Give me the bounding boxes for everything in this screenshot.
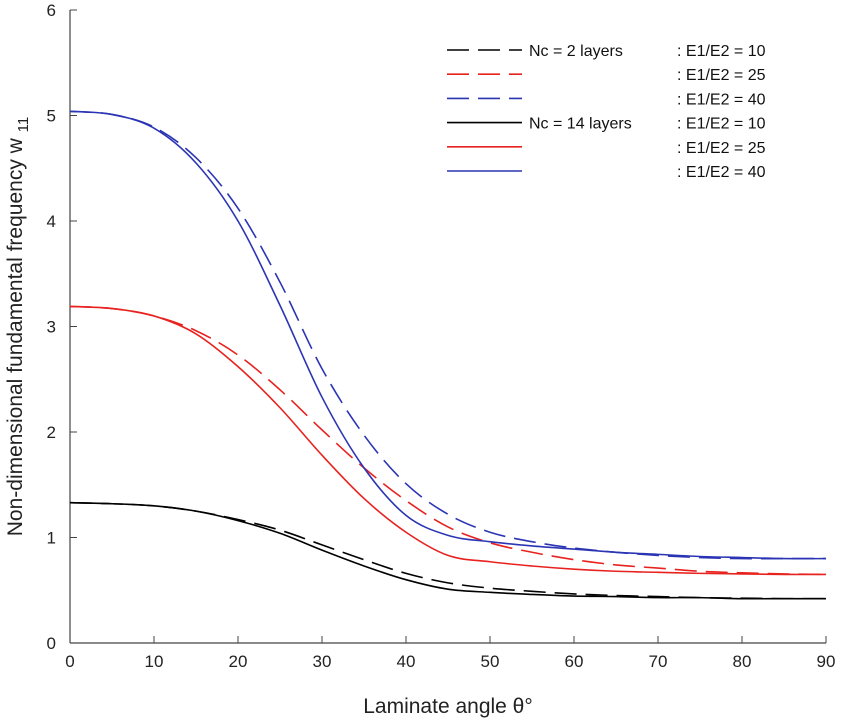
x-tick-label: 10 — [145, 652, 164, 671]
series-layer — [69, 110, 827, 600]
legend: Nc = 2 layers : E1/E2 = 10 : E1/E2 = 25 : E… — [447, 43, 766, 181]
series-line-4 — [69, 501, 826, 600]
x-axis-label: Laminate angle θ° — [363, 695, 533, 718]
legend-ratio-label: : E1/E2 = 10 — [677, 43, 766, 60]
legend-group-label: Nc = 14 layers — [529, 116, 632, 133]
x-tick-label: 20 — [229, 652, 248, 671]
y-axis-label: Non-dimensional fundamental frequency w … — [4, 117, 32, 536]
y-axis-label-subscript: 11 — [15, 117, 32, 133]
x-tick-label: 60 — [565, 652, 584, 671]
series-line-2 — [69, 305, 827, 576]
y-tick-label: 3 — [47, 318, 56, 337]
x-tick-label: 50 — [481, 652, 500, 671]
series-line-6 — [69, 110, 827, 560]
x-tick-label: 80 — [733, 652, 752, 671]
ticks-layer: 0 10 20 30 40 50 60 70 80 90 0 1 2 3 4 5 6 — [47, 1, 836, 671]
series-line-5 — [69, 305, 827, 576]
x-tick-label: 70 — [649, 652, 668, 671]
y-tick-label: 0 — [47, 634, 56, 653]
legend-ratio-label: : E1/E2 = 25 — [677, 140, 766, 157]
legend-ratio-label: : E1/E2 = 40 — [677, 91, 766, 108]
y-axis-label-main: Non-dimensional fundamental frequency w — [4, 137, 27, 536]
x-tick-label: 0 — [65, 652, 74, 671]
y-tick-label: 1 — [47, 529, 56, 548]
series-line-3 — [69, 110, 826, 560]
legend-ratio-label: : E1/E2 = 10 — [677, 116, 766, 133]
y-tick-label: 4 — [47, 212, 56, 231]
y-tick-label: 6 — [47, 1, 56, 20]
x-tick-label: 90 — [817, 652, 836, 671]
x-tick-label: 40 — [397, 652, 416, 671]
y-tick-label: 5 — [47, 107, 56, 126]
legend-group-label: Nc = 2 layers — [529, 43, 623, 60]
legend-ratio-label: : E1/E2 = 25 — [677, 67, 766, 84]
x-tick-label: 30 — [313, 652, 332, 671]
legend-ratio-label: : E1/E2 = 40 — [677, 164, 766, 181]
y-tick-label: 2 — [47, 423, 56, 442]
